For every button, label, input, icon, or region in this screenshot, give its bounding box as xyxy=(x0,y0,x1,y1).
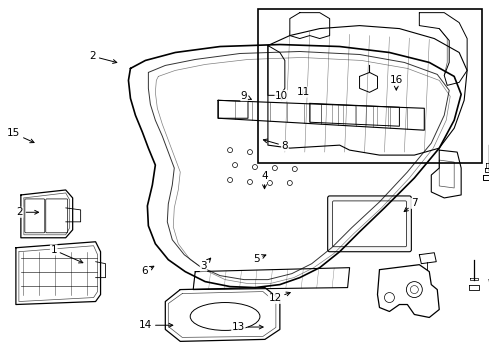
Circle shape xyxy=(247,150,252,154)
FancyBboxPatch shape xyxy=(333,201,406,247)
Circle shape xyxy=(347,150,352,156)
FancyBboxPatch shape xyxy=(46,199,68,233)
Circle shape xyxy=(287,180,293,185)
Text: 6: 6 xyxy=(142,266,154,276)
Text: 10: 10 xyxy=(275,91,288,101)
Circle shape xyxy=(307,152,312,157)
Circle shape xyxy=(410,285,418,293)
Circle shape xyxy=(227,177,233,183)
Bar xyxy=(258,9,482,163)
Text: 2: 2 xyxy=(90,51,117,63)
Circle shape xyxy=(293,167,297,171)
Circle shape xyxy=(227,148,233,153)
Circle shape xyxy=(252,165,257,170)
Circle shape xyxy=(387,146,392,150)
Text: 2: 2 xyxy=(16,207,39,217)
Circle shape xyxy=(268,180,272,185)
Text: 1: 1 xyxy=(50,245,83,263)
Text: 15: 15 xyxy=(7,129,34,143)
Text: 16: 16 xyxy=(390,75,403,90)
Text: 3: 3 xyxy=(200,258,211,271)
Circle shape xyxy=(247,180,252,184)
Circle shape xyxy=(233,163,238,167)
Circle shape xyxy=(327,152,332,157)
Circle shape xyxy=(367,149,372,154)
Ellipse shape xyxy=(190,302,260,330)
Text: 14: 14 xyxy=(139,320,173,330)
Text: 5: 5 xyxy=(253,254,266,264)
Text: 13: 13 xyxy=(232,322,263,332)
Text: 9: 9 xyxy=(241,91,251,101)
Circle shape xyxy=(268,150,272,156)
Text: 11: 11 xyxy=(297,87,310,97)
Text: 4: 4 xyxy=(261,171,268,189)
Text: 12: 12 xyxy=(269,292,290,303)
Circle shape xyxy=(385,293,394,302)
FancyBboxPatch shape xyxy=(328,196,412,252)
Circle shape xyxy=(287,152,293,157)
Text: 7: 7 xyxy=(404,198,417,212)
Circle shape xyxy=(272,166,277,171)
Circle shape xyxy=(406,282,422,298)
FancyBboxPatch shape xyxy=(25,199,45,233)
Text: 8: 8 xyxy=(263,139,288,151)
